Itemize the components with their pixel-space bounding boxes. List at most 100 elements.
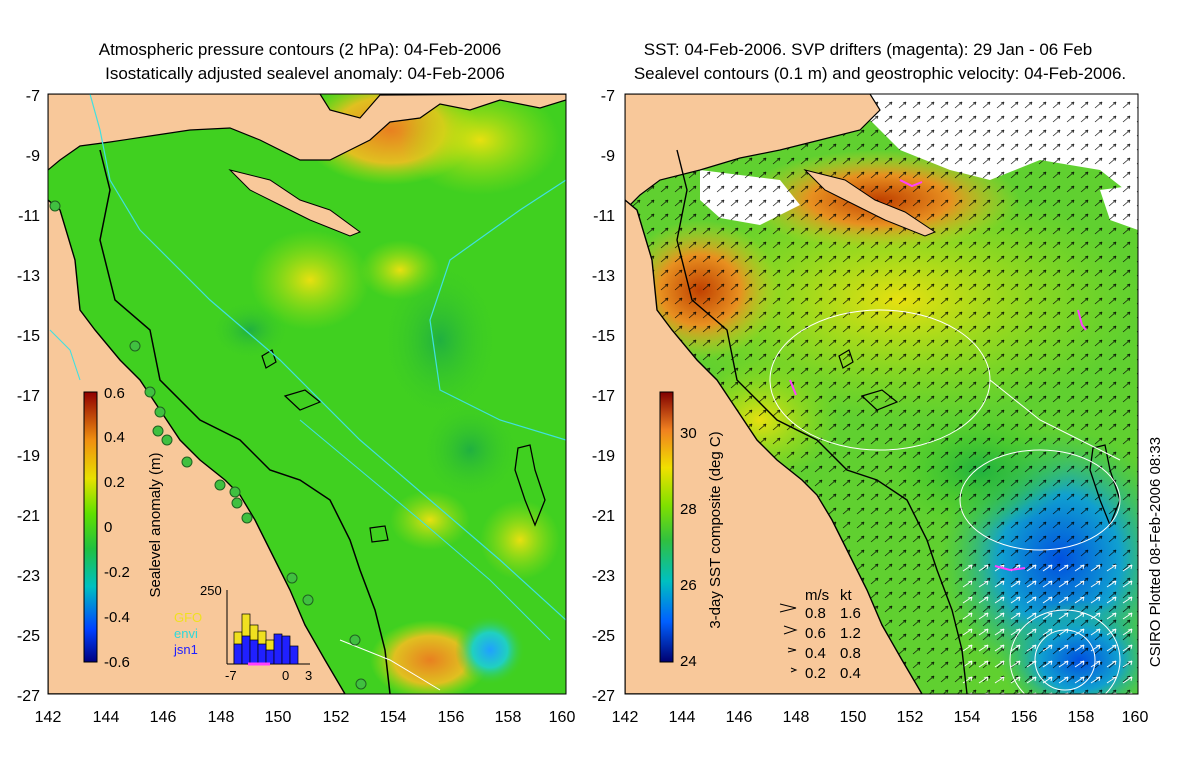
svg-text:1.2: 1.2 [840,625,861,642]
svg-text:0.4: 0.4 [104,429,125,446]
svg-text:152: 152 [323,709,350,726]
right-title-line2: Sealevel contours (0.1 m) and geostrophi… [634,64,1126,83]
svg-text:26: 26 [680,577,697,594]
svg-text:-7: -7 [26,88,40,105]
svg-text:156: 156 [438,709,465,726]
svg-text:146: 146 [726,709,753,726]
legend-jsn1: jsn1 [173,642,198,657]
left-map [48,94,566,694]
left-colorbar-ticks: 0.6 0.4 0.2 0 -0.2 -0.4 -0.6 [104,385,130,671]
svg-text:150: 150 [840,709,867,726]
left-colorbar [83,391,98,663]
left-png-land [48,94,566,171]
legend-gfo: GFO [174,610,202,625]
left-title-line2: Isostatically adjusted sealevel anomaly:… [105,64,505,83]
svg-text:-23: -23 [17,568,40,585]
svg-text:152: 152 [897,709,924,726]
altimeter-histogram: 250 -7 0 3 GFO envi jsn1 [173,583,312,683]
svg-text:148: 148 [208,709,235,726]
svg-text:0.4: 0.4 [805,645,826,662]
svg-text:0.2: 0.2 [805,665,826,682]
svg-text:28: 28 [680,501,697,518]
right-lat-ticks: -7 -9 -11 -13 -15 -17 -19 -21 -23 -25 -2… [592,88,615,705]
svg-text:154: 154 [954,709,981,726]
svg-text:148: 148 [783,709,810,726]
svg-text:-17: -17 [17,388,40,405]
plot-credit: CSIRO Plotted 08-Feb-2006 08:33 [1147,437,1164,667]
svg-text:-21: -21 [592,508,615,525]
svg-text:-9: -9 [26,148,40,165]
svg-text:-11: -11 [18,208,40,225]
svg-text:0.2: 0.2 [104,474,125,491]
svg-text:160: 160 [1122,709,1149,726]
pressure-contour-2 [429,179,566,441]
svg-text:-21: -21 [17,508,40,525]
svg-text:0.6: 0.6 [104,385,125,402]
drifter-track-2 [1077,309,1087,331]
svg-text:0.4: 0.4 [840,665,861,682]
svg-text:-0.2: -0.2 [104,564,130,581]
hist-xtick-2: 3 [305,668,312,683]
left-new-caledonia [514,444,546,527]
left-shelf-contour [99,149,391,694]
right-map [625,94,1138,694]
drifter-track-1 [899,179,923,188]
left-australia-land [48,199,346,694]
svg-text:-27: -27 [17,688,40,705]
svg-text:m/s: m/s [805,587,829,604]
svg-text:0.8: 0.8 [840,645,861,662]
right-colorbar-ticks: 30 28 26 24 [680,425,697,670]
right-title-line1: SST: 04-Feb-2006. SVP drifters (magenta)… [644,40,1093,59]
svg-text:150: 150 [265,709,292,726]
left-colorbar-label: Sealevel anomaly (m) [147,452,164,597]
svg-text:0.8: 0.8 [805,605,826,622]
svg-text:156: 156 [1011,709,1038,726]
svg-text:-23: -23 [592,568,615,585]
left-louisiade-islands [228,169,362,237]
left-lon-ticks: 142 144 146 148 150 152 154 156 158 160 [35,709,576,726]
svg-text:142: 142 [35,709,62,726]
pressure-contour-1 [89,94,566,621]
svg-text:0: 0 [104,519,112,536]
legend-envi: envi [174,626,198,641]
velocity-arrows-eddy [960,560,1138,694]
right-colorbar [659,391,674,663]
svg-text:kt: kt [840,587,853,604]
svg-text:0.6: 0.6 [805,625,826,642]
svg-text:158: 158 [495,709,522,726]
svg-text:-15: -15 [17,328,40,345]
svg-text:-25: -25 [592,628,615,645]
svg-text:-15: -15 [592,328,615,345]
svg-text:144: 144 [669,709,696,726]
svg-text:-19: -19 [592,448,615,465]
svg-text:-17: -17 [592,388,615,405]
tide-gauge-markers [49,200,367,690]
svg-text:160: 160 [549,709,576,726]
svg-text:-13: -13 [17,268,40,285]
svg-text:-0.6: -0.6 [104,654,130,671]
svg-text:24: 24 [680,653,697,670]
left-lat-ticks: -7 -9 -11 -13 -15 -17 -19 -21 -23 -25 -2… [17,88,40,705]
svg-text:-9: -9 [601,148,615,165]
svg-text:146: 146 [150,709,177,726]
svg-text:-19: -19 [17,448,40,465]
svg-text:154: 154 [380,709,407,726]
left-frame [47,93,567,695]
svg-text:142: 142 [612,709,639,726]
hist-xtick-0: -7 [225,668,237,683]
right-new-caledonia [1089,444,1121,527]
right-lon-ticks: 142 144 146 148 150 152 154 156 158 160 [612,709,1149,726]
right-australia-land [625,199,923,694]
right-shelf-contour [676,149,968,694]
speed-key: m/s kt 0.8 1.6 0.6 1.2 0.4 0.8 0.2 0.4 [779,587,861,682]
svg-text:-11: -11 [593,208,615,225]
right-png-land [625,94,881,211]
right-frame [624,93,1139,695]
right-colorbar-label: 3-day SST composite (deg C) [707,431,724,628]
svg-text:158: 158 [1068,709,1095,726]
svg-text:-27: -27 [592,688,615,705]
svg-text:-7: -7 [601,88,615,105]
sla-low-eddy [455,615,525,685]
svg-text:1.6: 1.6 [840,605,861,622]
